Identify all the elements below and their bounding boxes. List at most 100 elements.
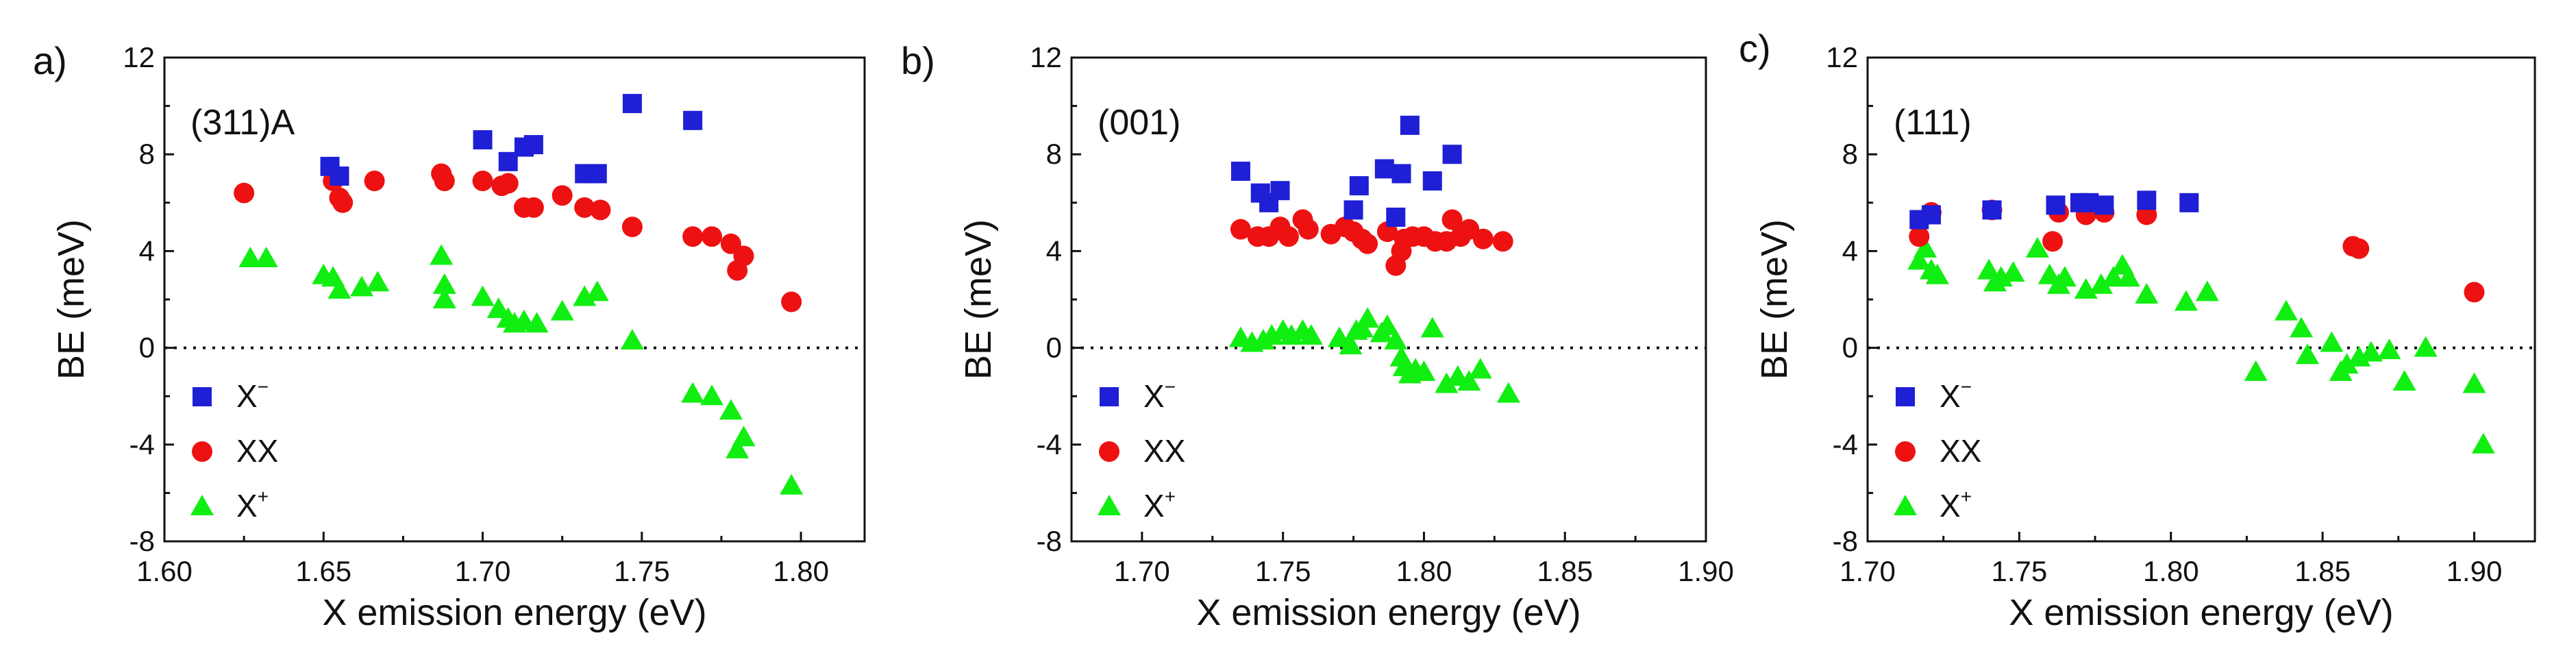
- legend-entry: X−: [1896, 376, 1972, 414]
- series-x-minus: [320, 94, 703, 186]
- data-point: [1907, 249, 1931, 270]
- data-point: [327, 278, 351, 299]
- panel-3: c) 1.70 1.75 1.80 1.85 1.90 12 8 4 0 -4 -8 X emissio…: [1739, 27, 2536, 633]
- series-x-plus: [1228, 307, 1520, 403]
- data-point: [330, 166, 349, 186]
- data-point: [471, 285, 495, 306]
- data-point: [497, 173, 519, 194]
- y-tick-label: 8: [1046, 138, 1062, 170]
- legend-label-superscript: +: [1961, 486, 1972, 507]
- x-tick-label: 1.70: [455, 555, 511, 587]
- data-point: [234, 182, 255, 204]
- legend-label-main: X: [1143, 378, 1165, 414]
- y-axis-title: BE (meV): [51, 219, 92, 380]
- panel-2: b) 1.70 1.75 1.80 1.85 1.90 12 8 4 0 -4 -8 X emissio…: [901, 39, 1734, 633]
- y-tick-label: 8: [1842, 138, 1858, 170]
- data-point: [2116, 266, 2140, 287]
- data-point: [682, 226, 704, 247]
- data-point: [1457, 370, 1481, 391]
- data-point: [1468, 358, 1492, 379]
- data-point: [1374, 159, 1394, 179]
- surface-annotation: (311)A: [190, 103, 295, 143]
- data-point: [1909, 226, 1930, 247]
- legend-entry: XX: [1895, 433, 1981, 469]
- data-point: [1982, 200, 2002, 220]
- data-point: [681, 382, 705, 403]
- legend-label-superscript: −: [1165, 376, 1176, 397]
- series-x-plus: [238, 244, 804, 495]
- y-tick-label: 8: [139, 138, 155, 170]
- data-point: [2414, 336, 2438, 357]
- data-point: [621, 217, 643, 238]
- data-point: [523, 135, 543, 155]
- data-point: [1299, 323, 1323, 345]
- data-point: [1420, 317, 1444, 338]
- data-point: [2349, 238, 2370, 259]
- x-tick-label: 1.90: [1678, 555, 1734, 587]
- data-point: [1921, 205, 1941, 225]
- data-point: [726, 437, 750, 458]
- legend-marker: [190, 495, 214, 515]
- x-tick-label: 1.85: [1537, 555, 1593, 587]
- series-x-plus: [1907, 236, 2495, 454]
- y-tick-label: 12: [1826, 41, 1858, 73]
- y-tick-label: -4: [129, 428, 155, 460]
- x-tick-label: 1.70: [1840, 555, 1896, 587]
- data-point: [2295, 343, 2319, 365]
- legend-label-main: XX: [1940, 433, 1981, 469]
- legend-label: XX: [236, 433, 278, 469]
- legend-marker: [1100, 387, 1119, 406]
- data-point: [1278, 226, 1299, 247]
- x-tick-label: 1.85: [2294, 555, 2351, 587]
- data-point: [2046, 195, 2066, 215]
- legend-label-main: X: [1143, 488, 1165, 524]
- x-tick-label: 1.70: [1114, 555, 1170, 587]
- data-point: [2244, 360, 2268, 381]
- legend-label-superscript: +: [1165, 486, 1176, 507]
- data-point: [620, 329, 644, 350]
- data-point: [1914, 236, 1937, 258]
- legend-label: X−: [1940, 376, 1972, 414]
- data-point: [2174, 290, 2198, 311]
- data-point: [1435, 372, 1459, 393]
- data-point: [2053, 266, 2077, 287]
- data-point: [2101, 266, 2125, 287]
- data-point: [332, 192, 354, 213]
- y-tick-label: 0: [1842, 332, 1858, 364]
- data-point: [1492, 231, 1513, 252]
- x-tick-label: 1.90: [2447, 555, 2503, 587]
- x-tick-label: 1.65: [295, 555, 351, 587]
- series-x-minus: [1909, 190, 2199, 230]
- legend-label: XX: [1940, 433, 1981, 469]
- legend-label-main: XX: [236, 433, 278, 469]
- data-point: [550, 299, 574, 321]
- data-point: [1400, 115, 1420, 135]
- legend-marker: [1098, 495, 1121, 515]
- x-axis-title: X emission energy (eV): [322, 592, 706, 633]
- y-axis-title: BE (meV): [1754, 219, 1795, 380]
- data-point: [574, 197, 595, 218]
- x-tick-label: 1.75: [1991, 555, 2047, 587]
- data-point: [525, 312, 549, 333]
- data-point: [2464, 282, 2485, 303]
- data-point: [1472, 228, 1494, 249]
- data-point: [432, 273, 456, 294]
- y-tick-label: -4: [1833, 428, 1858, 460]
- legend-label: X+: [236, 486, 269, 524]
- legend-entry: X−: [1100, 376, 1176, 414]
- legend-entry: XX: [1099, 433, 1185, 469]
- data-point: [552, 185, 573, 206]
- panel-1: a) 1.60 1.65 1.70 1.75 1.80 12 8 4 0 -4 -8 X emissio…: [33, 39, 866, 633]
- x-tick-label: 1.80: [773, 555, 829, 587]
- y-tick-label: -8: [1037, 525, 1062, 557]
- data-point: [1343, 200, 1363, 220]
- y-axis-title: BE (meV): [958, 219, 999, 380]
- data-point: [702, 226, 723, 247]
- data-point: [1384, 329, 1408, 350]
- data-point: [1349, 176, 1369, 196]
- data-point: [238, 246, 262, 267]
- x-tick-label: 1.80: [2143, 555, 2199, 587]
- data-point: [1356, 307, 1380, 328]
- data-point: [781, 291, 802, 312]
